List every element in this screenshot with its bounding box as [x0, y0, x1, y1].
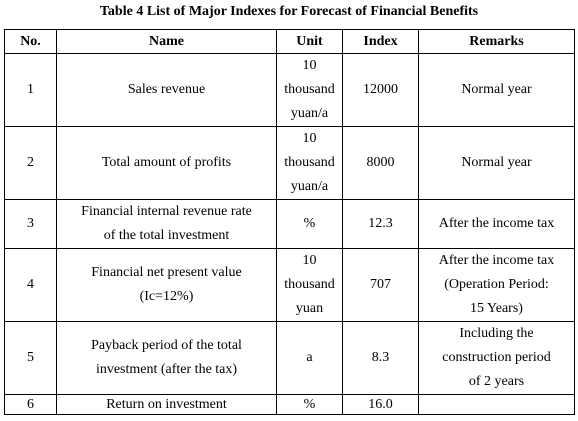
cell-remarks: Normal year — [418, 53, 575, 127]
header-remarks: Remarks — [418, 29, 575, 54]
cell-remarks: Normal year — [418, 126, 575, 200]
table-title: Table 4 List of Major Indexes for Foreca… — [99, 4, 479, 19]
table-row: 5 Payback period of the total investment… — [4, 321, 575, 395]
cell-remarks: Including the construction period of 2 y… — [418, 321, 575, 395]
table-row: 1 Sales revenue 10 thousand yuan/a 12000… — [4, 53, 575, 127]
cell-remarks — [418, 394, 575, 415]
cell-no: 1 — [4, 53, 57, 127]
cell-unit: % — [276, 394, 343, 415]
cell-unit: 10 thousand yuan/a — [276, 126, 343, 200]
table-row: 3 Financial internal revenue rate of the… — [4, 199, 575, 249]
cell-name: Sales revenue — [56, 53, 277, 127]
cell-no: 4 — [4, 248, 57, 322]
header-name: Name — [56, 29, 277, 54]
cell-no: 3 — [4, 199, 57, 249]
cell-name: Return on investment — [56, 394, 277, 415]
cell-name: Financial net present value (Ic=12%) — [56, 248, 277, 322]
cell-index: 707 — [342, 248, 419, 322]
cell-no: 2 — [4, 126, 57, 200]
cell-index: 16.0 — [342, 394, 419, 415]
cell-unit: % — [276, 199, 343, 249]
table-row: 6 Return on investment % 16.0 — [4, 394, 575, 415]
cell-index: 12000 — [342, 53, 419, 127]
financial-indexes-table: No. Name Unit Index Remarks 1 Sales reve… — [4, 29, 575, 415]
table-row: 2 Total amount of profits 10 thousand yu… — [4, 126, 575, 200]
cell-unit: a — [276, 321, 343, 395]
cell-index: 8000 — [342, 126, 419, 200]
cell-index: 8.3 — [342, 321, 419, 395]
cell-remarks: After the income tax (Operation Period: … — [418, 248, 575, 322]
cell-no: 5 — [4, 321, 57, 395]
cell-remarks: After the income tax — [418, 199, 575, 249]
table-header-row: No. Name Unit Index Remarks — [4, 29, 575, 54]
header-index: Index — [342, 29, 419, 54]
cell-index: 12.3 — [342, 199, 419, 249]
header-unit: Unit — [276, 29, 343, 54]
cell-name: Total amount of profits — [56, 126, 277, 200]
cell-unit: 10 thousand yuan — [276, 248, 343, 322]
header-no: No. — [4, 29, 57, 54]
cell-no: 6 — [4, 394, 57, 415]
cell-unit: 10 thousand yuan/a — [276, 53, 343, 127]
table-row: 4 Financial net present value (Ic=12%) 1… — [4, 248, 575, 322]
cell-name: Payback period of the total investment (… — [56, 321, 277, 395]
cell-name: Financial internal revenue rate of the t… — [56, 199, 277, 249]
